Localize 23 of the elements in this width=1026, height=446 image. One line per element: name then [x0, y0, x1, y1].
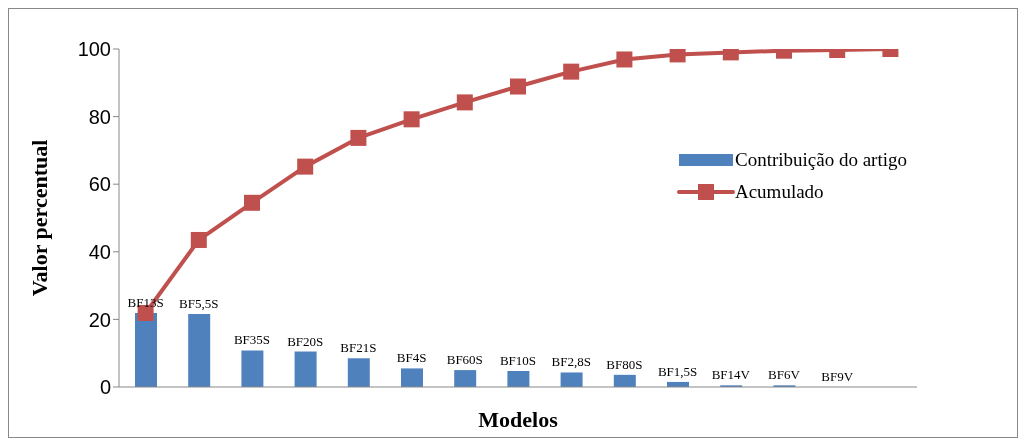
y-tick-label: 100 — [77, 38, 111, 61]
x-tick-label: BF14V — [711, 367, 751, 383]
x-tick-label: BF9V — [821, 369, 854, 384]
x-tick-label: BF21S — [340, 340, 377, 356]
y-tick-label: 0 — [99, 376, 111, 399]
y-tick-label: 40 — [88, 240, 111, 263]
x-tick-label: BF20S — [287, 333, 324, 349]
x-tick-label: BF6V — [768, 367, 801, 383]
y-tick-label: 60 — [88, 173, 111, 196]
x-tick-label: BF4S — [396, 350, 427, 366]
x-tick-label: BF2,8S — [551, 354, 591, 370]
y-tick-label: 20 — [88, 308, 111, 331]
x-tick-label: BF35S — [233, 332, 271, 348]
y-axis-title: Valor percentual — [26, 139, 52, 297]
x-tick-label: BF5,5S — [179, 295, 219, 311]
x-axis-title: Modelos — [478, 407, 559, 432]
legend-label: Acumulado — [734, 181, 824, 203]
y-tick-label: 80 — [88, 105, 111, 128]
x-tick-label: BF60S — [446, 352, 483, 368]
legend-label: Contribuição do artigo — [734, 149, 907, 171]
x-tick-label: BF80S — [606, 356, 643, 372]
x-tick-label: BF1,5S — [657, 363, 698, 379]
x-tick-label: BF10S — [499, 353, 537, 369]
